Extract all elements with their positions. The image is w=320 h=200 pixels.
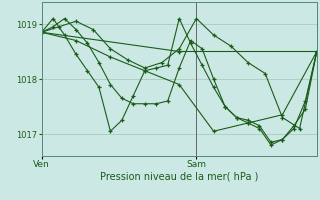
- X-axis label: Pression niveau de la mer( hPa ): Pression niveau de la mer( hPa ): [100, 172, 258, 182]
